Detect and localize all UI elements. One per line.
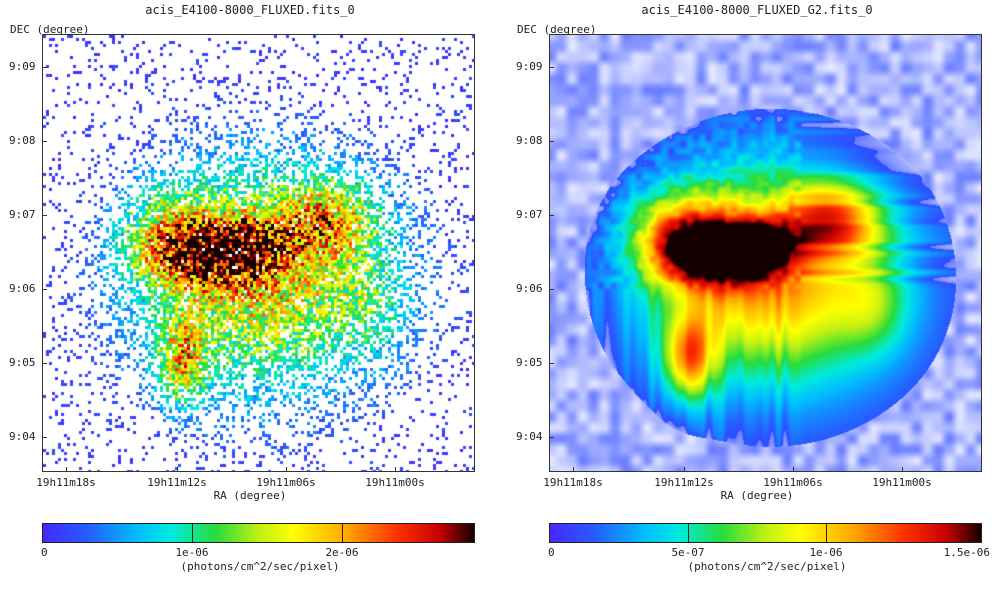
x-tick-mark [684,467,685,472]
x-tick-mark [66,467,67,472]
y-tick-label: 9:05 [9,356,36,369]
y-tick-mark [42,363,47,364]
x-tick-label: 19h11m00s [872,476,932,489]
y-tick-mark [549,215,554,216]
plot-title: acis_E4100-8000_FLUXED_G2.fits_0 [641,3,873,17]
y-tick-label: 9:09 [516,60,543,73]
heatmap-canvas[interactable] [550,35,981,471]
y-tick-label: 9:04 [9,430,36,443]
colorbar-tick-label: 5e-07 [671,546,705,559]
y-tick-label: 9:09 [9,60,36,73]
x-tick-mark [395,467,396,472]
x-tick-mark [902,467,903,472]
colorbar-tick-label: 1e-06 [175,546,209,559]
colorbar-tick-label: 1.5e-06 [943,546,990,559]
colorbar-tick [826,524,827,542]
x-tick-label: 19h11m18s [36,476,96,489]
y-tick-label: 9:04 [516,430,543,443]
colorbar-tick-label: 0 [41,546,48,559]
x-tick-label: 19h11m18s [543,476,603,489]
x-tick-label: 19h11m12s [654,476,714,489]
y-tick-label: 9:06 [9,282,36,295]
y-tick-label: 9:08 [9,134,36,147]
colorbar [549,523,982,543]
y-tick-mark [549,67,554,68]
y-tick-mark [549,437,554,438]
x-axis-label: RA (degree) [720,489,794,502]
y-tick-mark [42,141,47,142]
y-tick-mark [42,289,47,290]
y-tick-mark [42,215,47,216]
x-tick-label: 19h11m00s [365,476,425,489]
colorbar-tick-label: 0 [548,546,555,559]
y-tick-label: 9:06 [516,282,543,295]
y-axis-label: DEC (degree) [10,23,90,36]
x-tick-label: 19h11m06s [763,476,823,489]
x-tick-mark [573,467,574,472]
y-tick-mark [42,437,47,438]
y-tick-mark [549,363,554,364]
y-axis-label: DEC (degree) [517,23,597,36]
x-tick-label: 19h11m06s [256,476,316,489]
colorbar-unit-label: (photons/cm^2/sec/pixel) [180,560,340,573]
right-panel: acis_E4100-8000_FLUXED_G2.fits_0 DEC (de… [507,0,1000,596]
colorbar-tick [342,524,343,542]
colorbar-tick [192,524,193,542]
y-tick-label: 9:08 [516,134,543,147]
plot-title: acis_E4100-8000_FLUXED.fits_0 [145,3,355,17]
y-tick-mark [549,289,554,290]
image-plot[interactable] [549,34,982,472]
colorbar-tick-label: 2e-06 [325,546,359,559]
y-tick-mark [549,141,554,142]
x-tick-mark [177,467,178,472]
y-tick-label: 9:07 [9,208,36,221]
colorbar-unit-label: (photons/cm^2/sec/pixel) [687,560,847,573]
y-tick-label: 9:05 [516,356,543,369]
y-tick-label: 9:07 [516,208,543,221]
x-tick-mark [793,467,794,472]
left-panel: acis_E4100-8000_FLUXED.fits_0 DEC (degre… [9,3,475,573]
colorbar [42,523,475,543]
colorbar-tick-label: 1e-06 [809,546,843,559]
heatmap-canvas[interactable] [43,35,474,471]
x-tick-label: 19h11m12s [147,476,207,489]
x-tick-mark [286,467,287,472]
y-tick-mark [42,67,47,68]
colorbar-tick [688,524,689,542]
image-plot[interactable] [42,34,475,472]
x-axis-label: RA (degree) [213,489,287,502]
